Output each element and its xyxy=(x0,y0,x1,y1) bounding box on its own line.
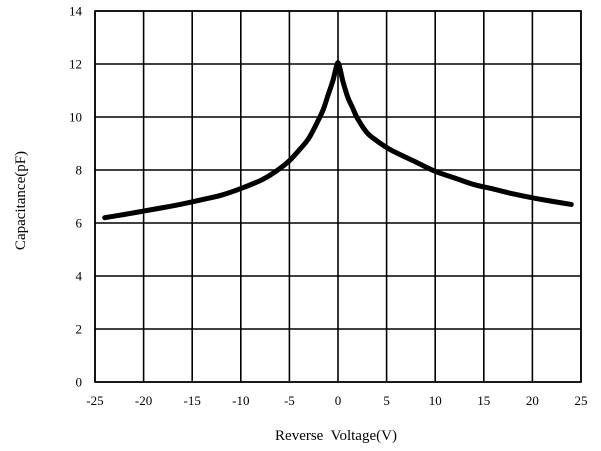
x-tick-label: -25 xyxy=(86,393,103,408)
curve-layer xyxy=(102,60,574,221)
y-tick-label: 8 xyxy=(76,163,83,178)
x-tick-label: 5 xyxy=(383,393,390,408)
x-tick-label: 10 xyxy=(429,393,442,408)
y-tick-label: 2 xyxy=(76,322,83,337)
x-tick-label: 20 xyxy=(526,393,539,408)
y-tick-labels: 0 2 4 6 8 10 12 14 xyxy=(69,4,83,390)
y-tick-label: 14 xyxy=(69,4,83,19)
y-tick-label: 10 xyxy=(69,110,82,125)
plot-frame xyxy=(94,10,582,383)
x-tick-label: -5 xyxy=(284,393,295,408)
series-line-0 xyxy=(102,60,574,221)
x-tick-label: 25 xyxy=(575,393,588,408)
x-tick-label: 15 xyxy=(477,393,490,408)
x-tick-label: 0 xyxy=(335,393,342,408)
x-tick-label: -20 xyxy=(135,393,152,408)
y-tick-label: 4 xyxy=(76,269,83,284)
x-axis-label: Reverse Voltage(V) xyxy=(275,428,397,444)
x-tick-label: -15 xyxy=(184,393,201,408)
y-axis-label: Capacitance(pF) xyxy=(13,151,29,250)
y-tick-label: 0 xyxy=(76,375,83,390)
x-tick-label: -10 xyxy=(232,393,249,408)
y-tick-label: 12 xyxy=(69,57,82,72)
x-tick-labels: -25 -20 -15 -10 -5 0 5 10 15 20 25 xyxy=(86,393,587,408)
y-tick-label: 6 xyxy=(76,216,83,231)
